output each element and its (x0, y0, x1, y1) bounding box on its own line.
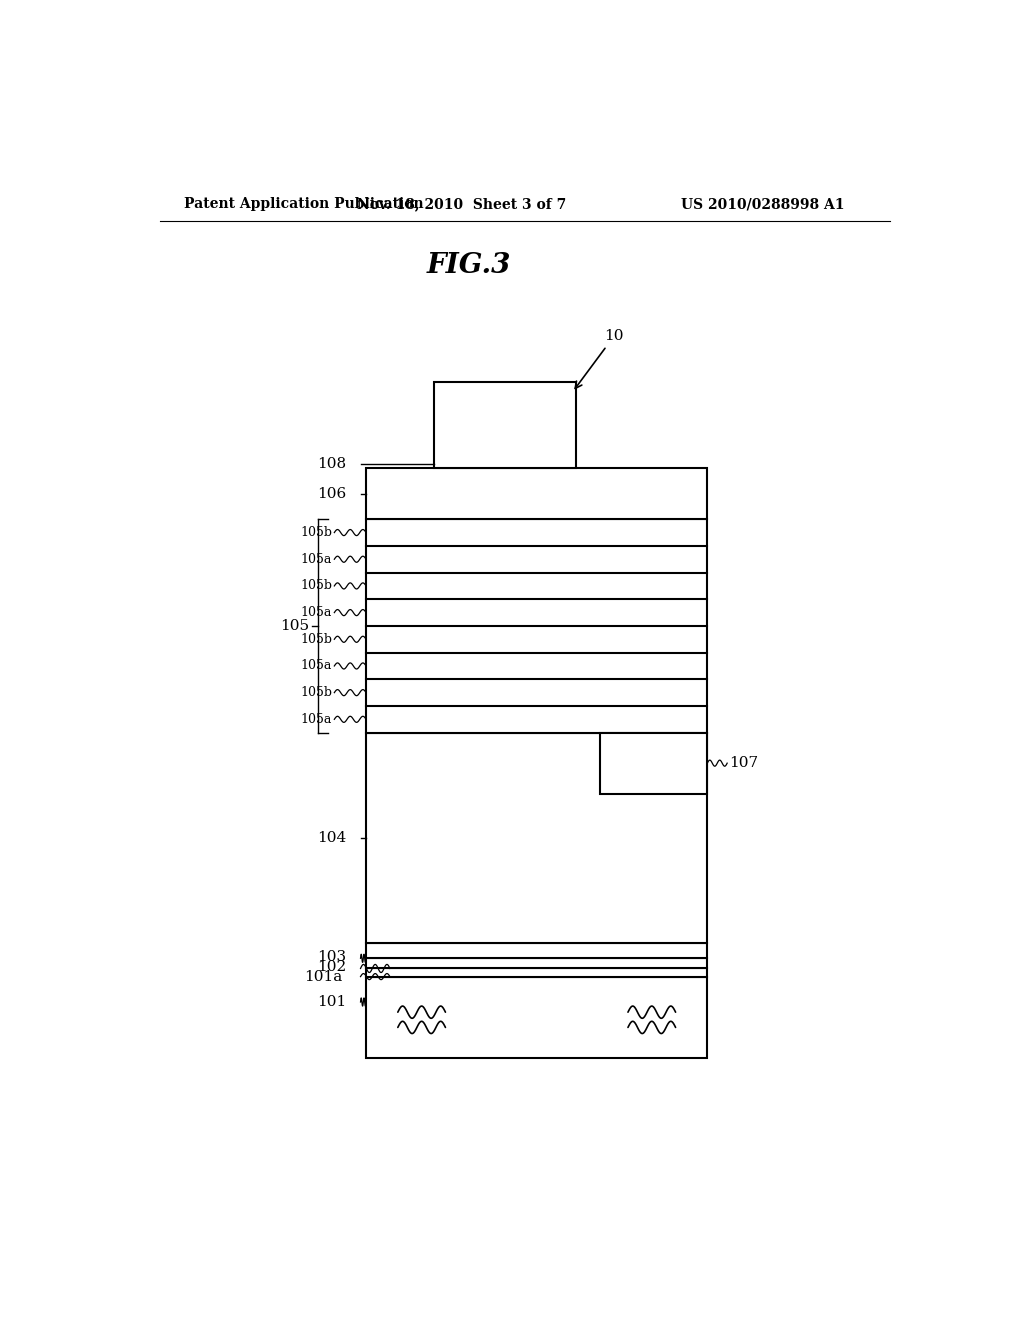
Text: US 2010/0288998 A1: US 2010/0288998 A1 (681, 197, 845, 211)
Text: 105a: 105a (301, 713, 332, 726)
Text: 105a: 105a (301, 606, 332, 619)
Text: 105b: 105b (300, 579, 332, 593)
Bar (367, 519, 708, 733)
Text: 105: 105 (280, 619, 309, 634)
Text: 105b: 105b (300, 527, 332, 539)
Text: 103: 103 (317, 950, 346, 965)
Bar (367, 942, 708, 958)
Bar (367, 958, 708, 969)
Bar (367, 969, 708, 977)
Text: FIG.3: FIG.3 (427, 252, 511, 279)
Bar (367, 733, 708, 942)
Bar (367, 977, 708, 1057)
Text: 102: 102 (317, 961, 346, 974)
Text: 105a: 105a (301, 660, 332, 672)
Text: Nov. 18, 2010  Sheet 3 of 7: Nov. 18, 2010 Sheet 3 of 7 (356, 197, 566, 211)
Text: 105a: 105a (301, 553, 332, 566)
Bar (433, 381, 577, 469)
Bar (600, 733, 708, 793)
Text: 101a: 101a (304, 970, 342, 983)
Text: 106: 106 (317, 487, 346, 500)
Text: 105b: 105b (300, 632, 332, 645)
Text: 104: 104 (317, 830, 346, 845)
Text: 101: 101 (317, 995, 346, 1008)
Text: 107: 107 (729, 756, 759, 770)
Text: 10: 10 (575, 329, 624, 388)
Text: 108: 108 (317, 457, 346, 471)
Text: 105b: 105b (300, 686, 332, 700)
Text: Patent Application Publication: Patent Application Publication (183, 197, 423, 211)
Bar (367, 469, 708, 519)
